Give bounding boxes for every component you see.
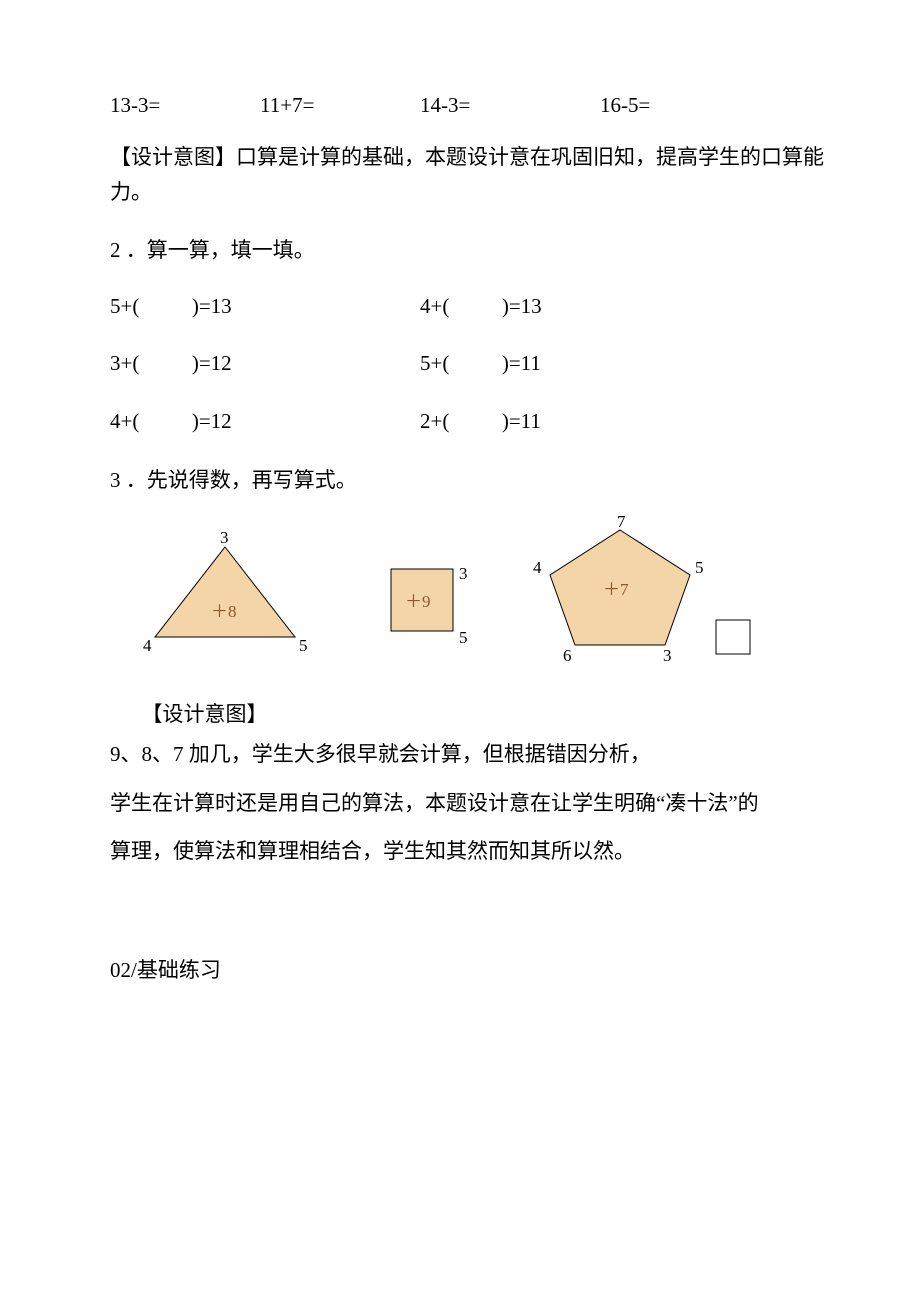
fill-3r: 2+( )=11 bbox=[420, 406, 720, 438]
pent-label-ur: 5 bbox=[695, 555, 704, 581]
fill-2r: 5+( )=11 bbox=[420, 348, 720, 380]
equation-row: 13-3= 11+7= 14-3= 16-5= bbox=[110, 90, 825, 122]
pent-label-ul: 4 bbox=[533, 555, 542, 581]
design-intent-2-head: 【设计意图】 bbox=[110, 699, 825, 731]
eq-1: 13-3= bbox=[110, 90, 260, 122]
q3-title: 3 ．先说得数，再写算式。 bbox=[110, 463, 825, 499]
design-intent-2-l1: 9、8、7 加几，学生大多很早就会计算，但根据错因分析， bbox=[110, 730, 825, 778]
design-intent-1: 【设计意图】口算是计算的基础，本题设计意在巩固旧知，提高学生的口算能力。 bbox=[110, 140, 825, 211]
eq-3: 14-3= bbox=[420, 90, 600, 122]
design-intent-2-l3: 算理，使算法和算理相结合，学生知其然而知其所以然。 bbox=[110, 827, 825, 875]
sq-label-tr: 3 bbox=[459, 561, 468, 587]
answer-box bbox=[715, 619, 755, 669]
fill-2l: 3+( )=12 bbox=[110, 348, 420, 380]
square-icon bbox=[385, 559, 495, 649]
square-shape: 3 5 ＋9 bbox=[385, 559, 495, 649]
eq-4: 16-5= bbox=[600, 90, 750, 122]
fill-row-2: 3+( )=12 5+( )=11 bbox=[110, 348, 825, 380]
fill-3l: 4+( )=12 bbox=[110, 406, 420, 438]
sq-label-br: 5 bbox=[459, 625, 468, 651]
eq-2: 11+7= bbox=[260, 90, 420, 122]
pent-label-bl: 6 bbox=[563, 643, 572, 669]
tri-label-top: 3 bbox=[220, 525, 229, 551]
section-02: 02/基础练习 bbox=[110, 955, 825, 987]
pent-label-br: 3 bbox=[663, 643, 672, 669]
sq-center: ＋9 bbox=[405, 589, 431, 615]
q2-title: 2 ．算一算，填一填。 bbox=[110, 233, 825, 269]
tri-label-right: 5 bbox=[299, 633, 308, 659]
tri-center: ＋8 bbox=[211, 599, 237, 625]
pentagon-shape: 7 4 5 6 3 ＋7 bbox=[535, 515, 725, 665]
pent-label-top: 7 bbox=[617, 509, 626, 535]
triangle-shape: 3 4 5 ＋8 bbox=[135, 529, 315, 659]
design-intent-2-l2: 学生在计算时还是用自己的算法，本题设计意在让学生明确“凑十法”的 bbox=[110, 779, 825, 827]
answer-box-icon bbox=[715, 619, 755, 659]
tri-label-left: 4 bbox=[143, 633, 152, 659]
shapes-area: 3 4 5 ＋8 3 5 ＋9 7 4 5 6 3 ＋7 bbox=[135, 529, 825, 679]
fill-row-1: 5+( )=13 4+( )=13 bbox=[110, 291, 825, 323]
fill-row-3: 4+( )=12 2+( )=11 bbox=[110, 406, 825, 438]
pent-center: ＋7 bbox=[603, 577, 629, 603]
fill-1r: 4+( )=13 bbox=[420, 291, 720, 323]
fill-1l: 5+( )=13 bbox=[110, 291, 420, 323]
